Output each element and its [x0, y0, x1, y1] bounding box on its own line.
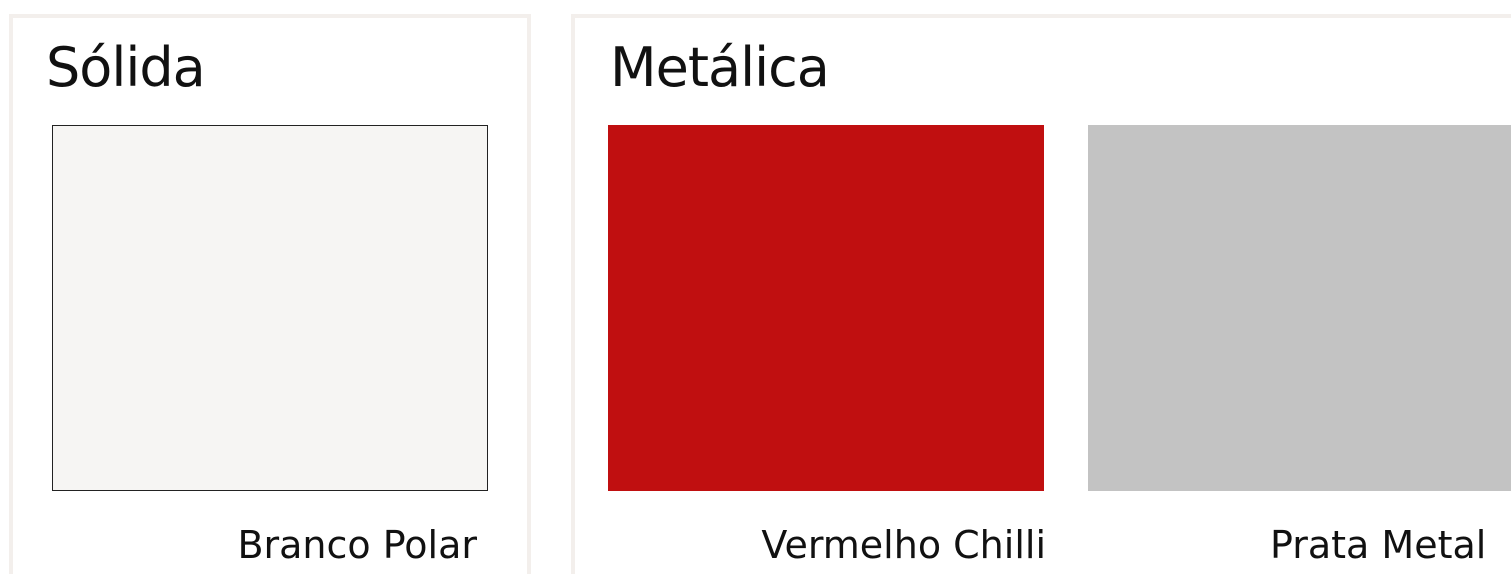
metallic-color-panel: Metálica Vermelho Chilli Prata Metal [571, 14, 1511, 574]
solid-section-title: Sólida [46, 36, 206, 99]
color-label-branco-polar: Branco Polar [237, 523, 477, 567]
metallic-section-title: Metálica [610, 36, 830, 99]
color-swatch-branco-polar[interactable] [52, 125, 488, 491]
color-swatch-vermelho-chilli[interactable] [608, 125, 1044, 491]
solid-color-panel: Sólida Branco Polar [9, 14, 531, 574]
color-swatch-prata-metal[interactable] [1088, 125, 1511, 491]
color-label-vermelho-chilli: Vermelho Chilli [761, 523, 1046, 567]
color-label-prata-metal: Prata Metal [1270, 523, 1487, 567]
